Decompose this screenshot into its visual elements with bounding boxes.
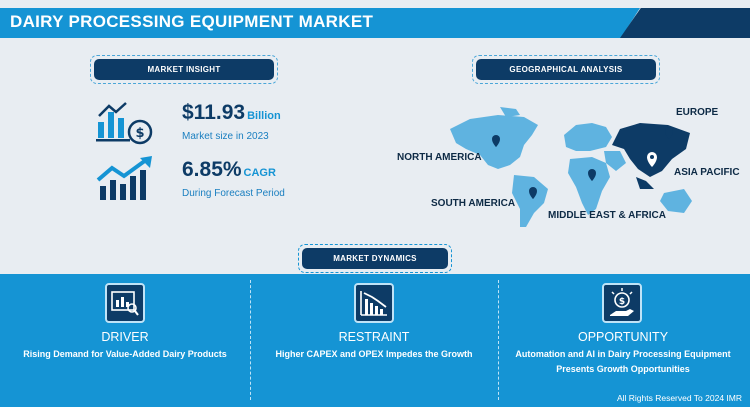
greenland-shape <box>500 107 520 117</box>
market-insight-label: MARKET INSIGHT <box>94 59 274 80</box>
market-dynamics-label: MARKET DYNAMICS <box>302 248 448 269</box>
opportunity-title: OPPORTUNITY <box>577 330 669 344</box>
market-size-value: $11.93 <box>182 101 246 124</box>
dynamics-divider-2 <box>498 280 499 400</box>
restraint-description: Higher CAPEX and OPEX Impedes the Growth <box>275 349 473 359</box>
pin-asia-pacific <box>647 152 657 167</box>
page-title: DAIRY PROCESSING EQUIPMENT MARKET <box>10 12 374 31</box>
growth-arrow-icon <box>96 156 152 200</box>
opportunity-icon: $ <box>602 283 642 323</box>
market-insight-pill: MARKET INSIGHT <box>90 55 278 84</box>
market-dynamics-pill: MARKET DYNAMICS <box>298 244 452 273</box>
title-accent <box>620 8 750 38</box>
southeast-asia-shape <box>636 177 654 189</box>
opportunity-description: Automation and AI in Dairy Processing Eq… <box>515 349 731 374</box>
title-banner: DAIRY PROCESSING EQUIPMENT MARKET <box>0 8 750 38</box>
africa-shape <box>568 157 610 215</box>
cagr-value: 6.85% <box>182 158 242 181</box>
driver-description: Rising Demand for Value-Added Dairy Prod… <box>23 349 227 359</box>
geographical-analysis-pill: GEOGRAPHICAL ANALYSIS <box>472 55 660 84</box>
driver-title: DRIVER <box>101 330 149 344</box>
pin-asia-pacific-dot <box>650 155 654 159</box>
australia-shape <box>660 189 692 213</box>
europe-shape <box>564 123 612 151</box>
svg-text:$: $ <box>619 297 625 307</box>
dynamics-divider-1 <box>250 280 251 400</box>
region-label-europe: EUROPE <box>676 107 719 118</box>
region-label-north-america: NORTH AMERICA <box>397 152 482 163</box>
market-size-caption: Market size in 2023 <box>182 131 269 142</box>
restraint-title: RESTRAINT <box>338 330 410 344</box>
world-map <box>450 107 692 227</box>
copyright-footer: All Rights Reserved To 2024 IMR <box>616 393 742 403</box>
region-label-asia-pacific: ASIA PACIFIC <box>674 167 740 178</box>
south-america-shape <box>512 175 548 227</box>
title-band <box>0 8 640 38</box>
restraint-icon <box>354 283 394 323</box>
pin-europe <box>665 127 673 139</box>
cagr-caption: During Forecast Period <box>182 188 285 199</box>
market-size-unit: Billion <box>247 110 281 122</box>
region-label-south-america: SOUTH AMERICA <box>431 198 516 209</box>
pin-north-america <box>492 135 500 147</box>
pin-middle-east-africa <box>588 169 596 181</box>
driver-icon <box>105 283 145 323</box>
market-size-stat: $11.93 Billion <box>182 101 281 125</box>
svg-text:$: $ <box>135 126 144 141</box>
money-chart-icon: $ <box>96 102 153 145</box>
pin-south-america <box>529 187 537 199</box>
cagr-unit: CAGR <box>243 167 276 179</box>
middle-east-shape <box>604 151 626 171</box>
map-pins <box>492 127 673 199</box>
cagr-stat: 6.85% CAGR <box>182 158 276 182</box>
geographical-analysis-label: GEOGRAPHICAL ANALYSIS <box>476 59 656 80</box>
region-label-middle-east-africa: MIDDLE EAST & AFRICA <box>548 210 666 221</box>
